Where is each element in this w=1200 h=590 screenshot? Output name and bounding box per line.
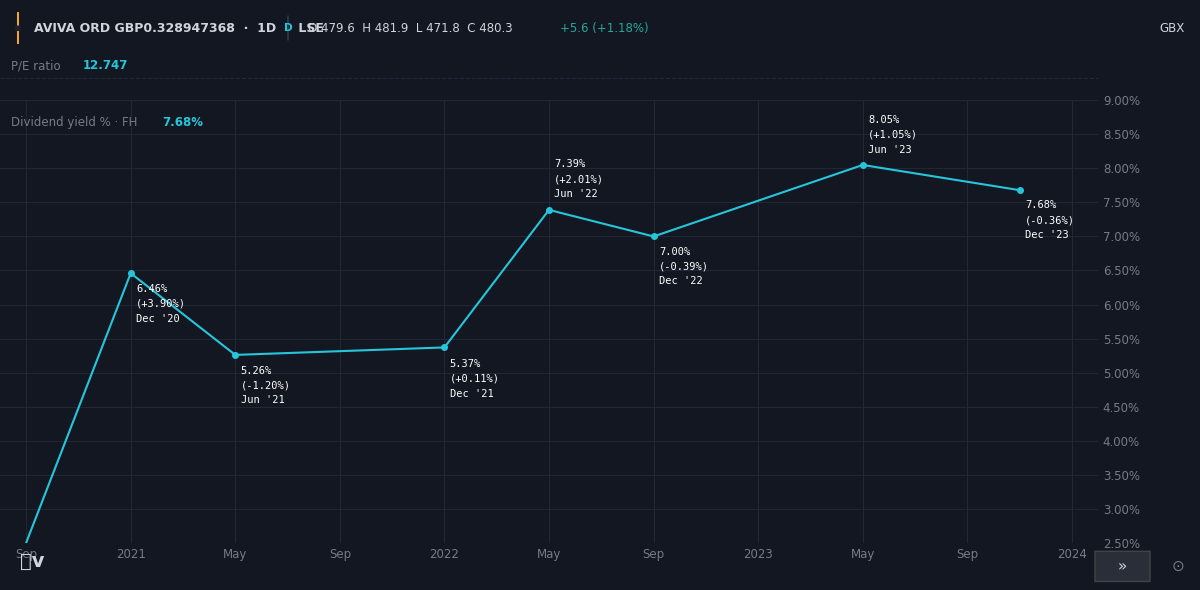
Text: Dividend yield % · FH: Dividend yield % · FH [11,116,137,129]
FancyBboxPatch shape [1094,551,1150,582]
Text: 7.68%: 7.68% [162,116,204,129]
Text: D: D [283,23,293,33]
Text: 5.37%
(+0.11%)
Dec '21: 5.37% (+0.11%) Dec '21 [450,359,499,399]
Text: O 479.6  H 481.9  L 471.8  C 480.3: O 479.6 H 481.9 L 471.8 C 480.3 [308,21,512,35]
Text: +5.6 (+1.18%): +5.6 (+1.18%) [560,21,649,35]
Text: 8.05%
(+1.05%)
Jun '23: 8.05% (+1.05%) Jun '23 [868,115,918,155]
Text: »: » [1117,559,1127,574]
Text: 7.68%
(-0.36%)
Dec '23: 7.68% (-0.36%) Dec '23 [1025,201,1075,240]
Text: AVIVA ORD GBP0.328947368  ·  1D  ·  LSE: AVIVA ORD GBP0.328947368 · 1D · LSE [34,21,324,35]
Text: 12.747: 12.747 [83,59,127,73]
Text: 7.39%
(+2.01%)
Jun '22: 7.39% (+2.01%) Jun '22 [554,159,605,199]
Text: 6.46%
(+3.90%)
Dec '20: 6.46% (+3.90%) Dec '20 [136,284,186,324]
Text: ▪: ▪ [14,23,22,33]
Text: 𝗍𝘃: 𝗍𝘃 [20,552,44,571]
Text: P/E ratio: P/E ratio [11,59,61,73]
Text: ⊙: ⊙ [1171,559,1184,574]
Text: 7.00%
(-0.39%)
Dec '22: 7.00% (-0.39%) Dec '22 [659,247,709,286]
Text: 5.26%
(-1.20%)
Jun '21: 5.26% (-1.20%) Jun '21 [240,366,290,405]
Text: GBX: GBX [1159,21,1186,35]
